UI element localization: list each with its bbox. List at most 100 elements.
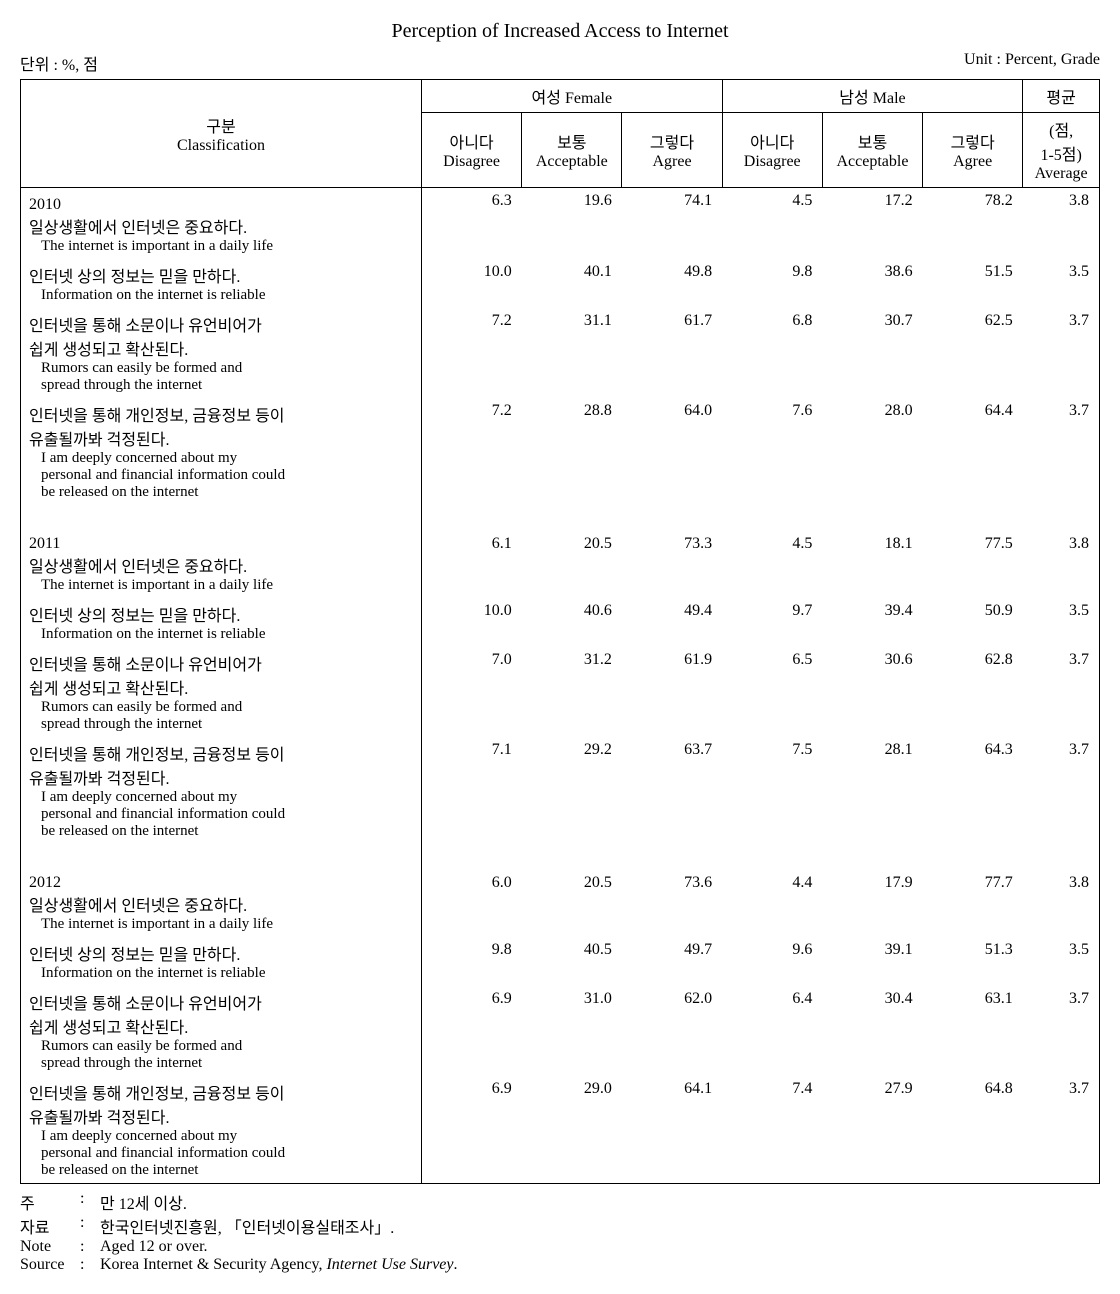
- cell: 51.5: [923, 259, 1023, 308]
- item-kr: 쉽게 생성되고 확산된다.: [29, 342, 188, 359]
- cell: 6.1: [421, 531, 521, 598]
- cell: 3.7: [1023, 647, 1100, 737]
- table-row: 인터넷을 통해 소문이나 유언비어가 쉽게 생성되고 확산된다. Rumors …: [21, 647, 1100, 737]
- footnote-row: Source : Korea Internet & Security Agenc…: [20, 1256, 1100, 1274]
- cell: 29.0: [522, 1076, 622, 1184]
- header-m-acceptable: 보통Acceptable: [822, 113, 922, 188]
- cell: 3.7: [1023, 986, 1100, 1076]
- footnote-colon: :: [80, 1256, 100, 1274]
- spacer-row: [21, 844, 1100, 870]
- footnote-colon: :: [80, 1238, 100, 1256]
- unit-left: 단위 : %, 점: [20, 51, 98, 75]
- cell: 61.9: [622, 647, 722, 737]
- header-f-acceptable: 보통Acceptable: [522, 113, 622, 188]
- cell: 18.1: [822, 531, 922, 598]
- item-kr: 인터넷을 통해 개인정보, 금융정보 등이: [29, 408, 285, 425]
- cell: 3.5: [1023, 259, 1100, 308]
- footnote-text: Korea Internet & Security Agency, Intern…: [100, 1256, 458, 1274]
- footnote-label: 주: [20, 1190, 80, 1214]
- cell: 4.4: [722, 870, 822, 937]
- cell: 64.8: [923, 1076, 1023, 1184]
- unit-right: Unit : Percent, Grade: [964, 51, 1100, 75]
- cell: 40.6: [522, 598, 622, 647]
- cell: 64.3: [923, 737, 1023, 844]
- item-kr: 일상생활에서 인터넷은 중요하다.: [29, 559, 247, 576]
- cell: 39.4: [822, 598, 922, 647]
- year-label: 2011: [29, 535, 60, 552]
- item-kr: 인터넷을 통해 개인정보, 금융정보 등이: [29, 747, 285, 764]
- cell: 62.5: [923, 308, 1023, 398]
- cell: 6.3: [421, 188, 521, 260]
- cell: 7.2: [421, 398, 521, 505]
- item-en: The internet is important in a daily lif…: [29, 577, 413, 594]
- cell: 7.6: [722, 398, 822, 505]
- item-en: Rumors can easily be formed and: [29, 360, 413, 377]
- cell: 64.1: [622, 1076, 722, 1184]
- cell: 7.2: [421, 308, 521, 398]
- item-kr: 일상생활에서 인터넷은 중요하다.: [29, 898, 247, 915]
- item-kr: 인터넷 상의 정보는 믿을 만하다.: [29, 947, 240, 964]
- item-kr: 일상생활에서 인터넷은 중요하다.: [29, 220, 247, 237]
- cell: 63.1: [923, 986, 1023, 1076]
- cell: 40.1: [522, 259, 622, 308]
- cell: 6.5: [722, 647, 822, 737]
- item-kr: 인터넷 상의 정보는 믿을 만하다.: [29, 608, 240, 625]
- header-male: 남성 Male: [722, 80, 1023, 113]
- cell: 3.5: [1023, 598, 1100, 647]
- cell: 3.7: [1023, 308, 1100, 398]
- cell: 50.9: [923, 598, 1023, 647]
- item-en: personal and financial information could: [29, 806, 413, 823]
- footnote-colon: :: [80, 1190, 100, 1214]
- table-row: 2010 일상생활에서 인터넷은 중요하다. The internet is i…: [21, 188, 1100, 260]
- table-row: 인터넷을 통해 소문이나 유언비어가 쉽게 생성되고 확산된다. Rumors …: [21, 308, 1100, 398]
- cell: 63.7: [622, 737, 722, 844]
- cell: 64.4: [923, 398, 1023, 505]
- cell: 17.2: [822, 188, 922, 260]
- table-body: 2010 일상생활에서 인터넷은 중요하다. The internet is i…: [21, 188, 1100, 1184]
- cell: 62.0: [622, 986, 722, 1076]
- cell: 77.7: [923, 870, 1023, 937]
- cell: 28.8: [522, 398, 622, 505]
- cell: 49.7: [622, 937, 722, 986]
- cell: 62.8: [923, 647, 1023, 737]
- item-kr: 유출될까봐 걱정된다.: [29, 1110, 169, 1127]
- item-kr: 인터넷을 통해 개인정보, 금융정보 등이: [29, 1086, 285, 1103]
- table-row: 2012 일상생활에서 인터넷은 중요하다. The internet is i…: [21, 870, 1100, 937]
- item-en: I am deeply concerned about my: [29, 450, 413, 467]
- footnote-label: 자료: [20, 1214, 80, 1238]
- table-row: 인터넷을 통해 개인정보, 금융정보 등이 유출될까봐 걱정된다. I am d…: [21, 1076, 1100, 1184]
- header-average-top: 평균: [1023, 80, 1100, 113]
- footnote-row: 자료 : 한국인터넷진흥원, 「인터넷이용실태조사」.: [20, 1214, 1100, 1238]
- header-classification-en: Classification: [177, 137, 265, 154]
- item-en: Information on the internet is reliable: [29, 287, 413, 304]
- cell: 6.9: [421, 1076, 521, 1184]
- item-kr: 인터넷을 통해 소문이나 유언비어가: [29, 657, 262, 674]
- cell: 30.4: [822, 986, 922, 1076]
- footnote-row: 주 : 만 12세 이상.: [20, 1190, 1100, 1214]
- cell: 29.2: [522, 737, 622, 844]
- item-kr: 인터넷을 통해 소문이나 유언비어가: [29, 996, 262, 1013]
- item-en: spread through the internet: [29, 716, 413, 733]
- header-m-disagree: 아니다Disagree: [722, 113, 822, 188]
- footnote-label: Note: [20, 1238, 80, 1256]
- cell: 31.0: [522, 986, 622, 1076]
- cell: 6.9: [421, 986, 521, 1076]
- cell: 20.5: [522, 531, 622, 598]
- cell: 7.0: [421, 647, 521, 737]
- footnotes: 주 : 만 12세 이상. 자료 : 한국인터넷진흥원, 「인터넷이용실태조사」…: [20, 1190, 1100, 1274]
- cell: 19.6: [522, 188, 622, 260]
- table-row: 인터넷 상의 정보는 믿을 만하다. Information on the in…: [21, 937, 1100, 986]
- cell: 39.1: [822, 937, 922, 986]
- header-average-bottom: (점, 1-5점) Average: [1023, 113, 1100, 188]
- item-en: Rumors can easily be formed and: [29, 699, 413, 716]
- cell: 3.7: [1023, 1076, 1100, 1184]
- cell: 73.6: [622, 870, 722, 937]
- cell: 9.6: [722, 937, 822, 986]
- item-en: be released on the internet: [29, 484, 413, 501]
- table-row: 인터넷을 통해 소문이나 유언비어가 쉽게 생성되고 확산된다. Rumors …: [21, 986, 1100, 1076]
- cell: 6.8: [722, 308, 822, 398]
- item-en: personal and financial information could: [29, 467, 413, 484]
- footnote-text: 만 12세 이상.: [100, 1190, 187, 1214]
- year-label: 2010: [29, 196, 61, 213]
- header-classification: 구분 Classification: [21, 80, 422, 188]
